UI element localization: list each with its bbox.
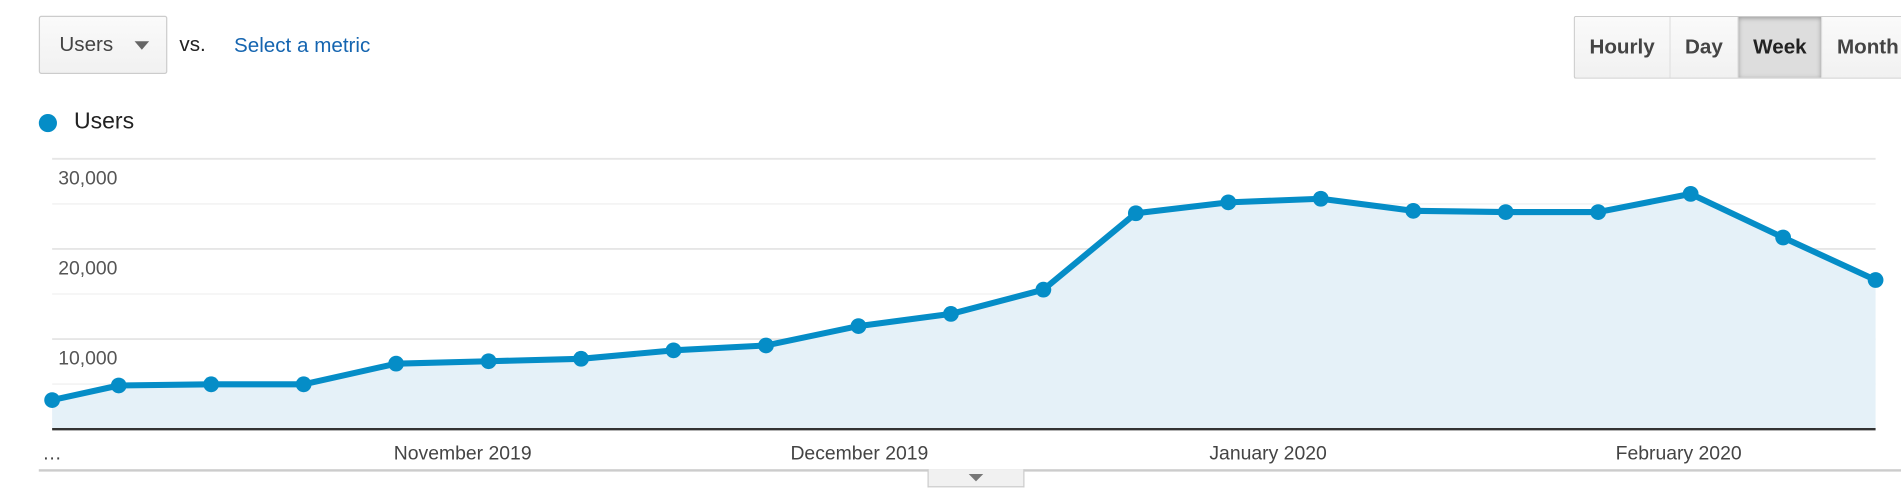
x-tick-label: December 2019 [790,442,928,464]
data-point [1867,272,1884,288]
data-point [1682,186,1699,202]
data-point [1405,202,1422,219]
data-point [295,376,312,393]
select-metric-link[interactable]: Select a metric [233,33,371,57]
caret-down-icon [968,474,984,482]
legend-dot-icon [38,113,57,132]
expand-chart-button[interactable] [927,469,1025,488]
x-tick-label: … [42,442,61,464]
data-point [1590,204,1607,220]
metric-dropdown[interactable]: Users [38,15,168,74]
period-week-button[interactable]: Week [1738,16,1823,78]
period-toggle: Hourly Day Week Month [1573,15,1901,79]
vs-label: vs. [179,32,206,56]
data-point [573,350,589,367]
y-tick-label: 20,000 [58,257,117,279]
data-point [1312,190,1329,207]
data-point [1127,205,1144,222]
y-tick-label: 30,000 [58,167,117,189]
data-point [110,377,127,394]
metric-dropdown-label: Users [59,32,114,56]
data-point [1220,194,1237,211]
data-point [758,337,774,354]
data-point [203,376,220,393]
data-point [665,342,682,359]
period-month-button[interactable]: Month [1822,16,1901,78]
period-hourly-button[interactable]: Hourly [1574,16,1671,78]
data-point [388,355,404,372]
x-tick-label: November 2019 [394,442,532,464]
x-tick-label: February 2020 [1616,442,1742,464]
data-point [850,318,867,334]
legend-label: Users [73,109,135,135]
chevron-down-icon [135,40,150,50]
data-point [480,353,497,370]
period-day-button[interactable]: Day [1670,16,1739,78]
data-point [44,392,61,408]
y-tick-label: 10,000 [58,348,117,370]
data-point [1035,281,1052,298]
data-point [1497,204,1514,220]
x-tick-label: January 2020 [1209,442,1327,464]
chart-legend: Users [38,109,135,136]
data-point [1775,229,1791,246]
data-point [943,306,959,322]
